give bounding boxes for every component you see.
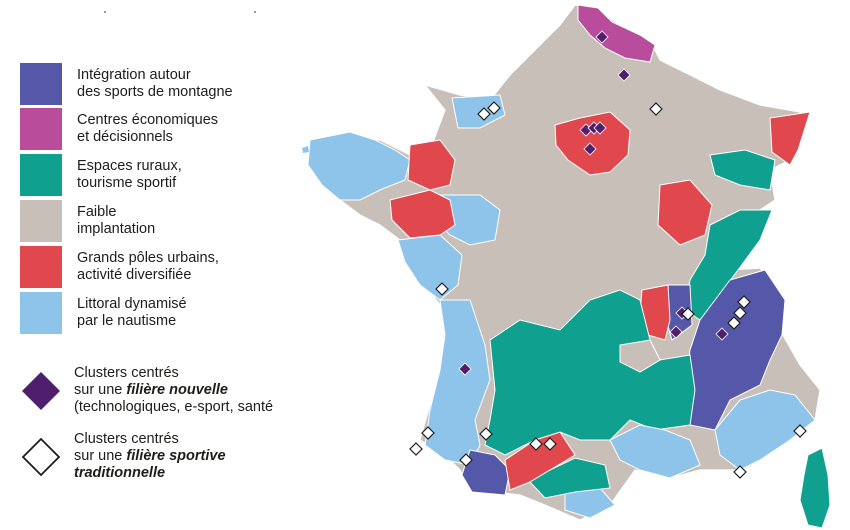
map-region-languedoc-coast [609, 424, 701, 479]
legend-swatch-nautical-coast [20, 292, 62, 334]
map-region-dijon [657, 179, 713, 246]
traditional-sector-cluster-marker [793, 424, 807, 438]
legend-label-economic-centers: Centres économiques et décisionnels [77, 112, 219, 145]
traditional-sector-cluster-marker [459, 453, 473, 467]
traditional-sector-cluster-marker [727, 316, 741, 330]
traditional-sector-cluster-marker [737, 295, 751, 309]
map-region-paris [554, 111, 631, 176]
legend-swatch-urban-poles [20, 246, 62, 288]
map-region-nantes [389, 189, 456, 239]
traditional-sector-cluster-marker [681, 307, 695, 321]
map-region-bretagne-coast [307, 131, 411, 201]
legend-item-urban-poles: Grands pôles urbains, activité diversifi… [20, 246, 219, 288]
traditional-sector-cluster-marker [733, 465, 747, 479]
legend-label-mountain: Intégration autour des sports de montagn… [77, 67, 233, 100]
map-region-normandie-coast [451, 94, 506, 129]
map-region-pyrenees-central [529, 457, 611, 499]
hollow-diamond-icon [20, 436, 62, 478]
traditional-sector-cluster-marker [479, 427, 493, 441]
legend-item-economic-centers: Centres économiques et décisionnels [20, 108, 218, 150]
legend-swatch-low-presence [20, 200, 62, 242]
new-sector-cluster-marker [583, 142, 597, 156]
legend-item-traditional-sector-clusters: Clusters centrés sur une filière sportiv… [20, 431, 226, 482]
map-region-corse [799, 447, 831, 529]
legend-item-mountain: Intégration autour des sports de montagn… [20, 63, 233, 105]
traditional-sector-cluster-marker [409, 442, 423, 456]
new-sector-cluster-marker [715, 327, 729, 341]
legend-item-rural-spaces: Espaces ruraux, tourisme sportif [20, 154, 182, 196]
new-sector-cluster-marker [617, 68, 631, 82]
legend-item-nautical-coast: Littoral dynamisé par le nautisme [20, 292, 187, 334]
traditional-sector-cluster-marker [649, 102, 663, 116]
traditional-sector-cluster-marker [421, 426, 435, 440]
filled-diamond-icon [20, 370, 62, 412]
legend-swatch-mountain [20, 63, 62, 105]
legend-label-new-sector-clusters: Clusters centrés sur une filière nouvell… [74, 365, 274, 415]
france-map [302, 4, 831, 529]
map-legend: Intégration autour des sports de montagn… [0, 0, 300, 530]
new-sector-cluster-marker [669, 325, 683, 339]
legend-item-low-presence: Faible implantation [20, 200, 155, 242]
map-region-pyrenees-west [461, 449, 511, 496]
map-region-vendee-coast [397, 234, 463, 301]
map-island-ouessant [302, 146, 309, 153]
traditional-sector-cluster-marker [477, 107, 491, 121]
new-sector-cluster-marker [458, 362, 472, 376]
map-region-vosges [709, 149, 776, 191]
traditional-sector-cluster-marker [435, 282, 449, 296]
traditional-sector-cluster-markers [409, 101, 807, 479]
map-region-alsace [769, 111, 811, 166]
legend-label-low-presence: Faible implantation [77, 204, 156, 237]
new-sector-cluster-marker [593, 121, 607, 135]
traditional-sector-cluster-marker [543, 437, 557, 451]
map-region-massif-central [484, 289, 696, 456]
legend-label-nautical-coast: Littoral dynamisé par le nautisme [77, 296, 187, 329]
map-region-rennes [407, 139, 456, 191]
legend-label-traditional-sector-clusters: Clusters centrés sur une filière sportiv… [74, 431, 226, 481]
legend-label-urban-poles: Grands pôles urbains, activité diversifi… [77, 250, 219, 283]
legend-label-rural-spaces: Espaces ruraux, tourisme sportif [77, 158, 182, 191]
traditional-sector-cluster-marker [529, 437, 543, 451]
legend-swatch-economic-centers [20, 108, 62, 150]
new-sector-cluster-marker [595, 30, 609, 44]
legend-item-new-sector-clusters: Clusters centrés sur une filière nouvell… [20, 365, 300, 416]
map-region-nord [577, 4, 656, 63]
map-region-auvergne [619, 339, 661, 373]
traditional-sector-cluster-marker [733, 306, 747, 320]
decorative-dots [104, 11, 256, 13]
traditional-sector-cluster-marker [487, 101, 501, 115]
legend-swatch-rural-spaces [20, 154, 62, 196]
